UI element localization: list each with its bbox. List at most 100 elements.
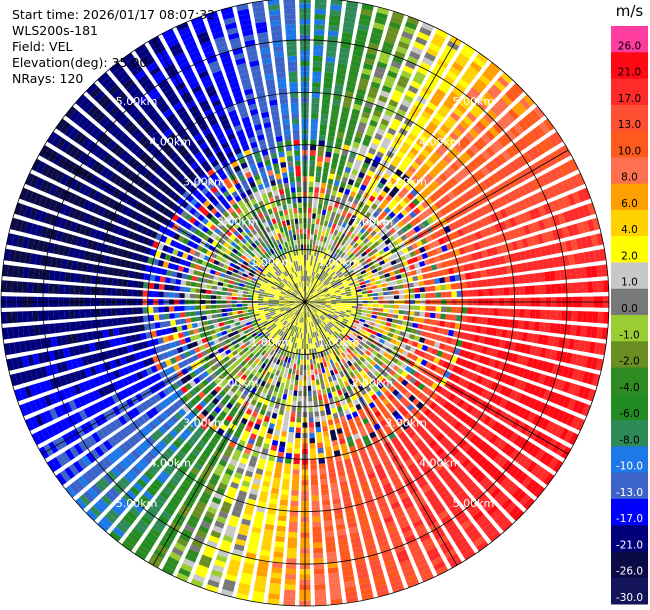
radar-gate [401, 409, 409, 417]
radar-gate [417, 66, 429, 76]
radar-gate [108, 508, 120, 520]
radar-gate [184, 475, 195, 485]
radar-gate [313, 307, 319, 311]
radar-gate [355, 224, 362, 231]
radar-gate [425, 235, 433, 243]
radar-gate [571, 368, 580, 381]
radar-gate [184, 523, 196, 534]
radar-gate [418, 460, 429, 470]
radar-gate [369, 119, 378, 128]
radar-gate [186, 519, 198, 529]
radar-gate [298, 311, 301, 317]
radar-gate [429, 497, 441, 507]
radar-gate [269, 582, 281, 590]
radar-gate [466, 224, 474, 233]
radar-gate [321, 108, 329, 115]
radar-gate [423, 318, 430, 325]
radar-gate [372, 304, 379, 308]
radar-gate [327, 461, 335, 469]
radar-gate [309, 432, 315, 439]
radar-gate [391, 584, 405, 593]
radar-gate [394, 482, 404, 491]
radar-gate [439, 436, 449, 446]
radar-gate [307, 281, 310, 287]
radar-gate [318, 240, 323, 247]
radar-gate [283, 415, 290, 422]
radar-gate [196, 564, 209, 574]
radar-gate [394, 544, 406, 554]
radar-gate [341, 307, 347, 310]
radar-gate [273, 551, 284, 558]
radar-gate [347, 320, 354, 325]
radar-gate [405, 505, 417, 515]
radar-gate [535, 448, 546, 461]
radar-gate [363, 462, 373, 470]
radar-gate [310, 300, 316, 302]
radar-gate [137, 519, 150, 530]
radar-gate [339, 266, 345, 272]
radar-gate [314, 589, 326, 596]
radar-gate [320, 119, 328, 126]
radar-gate [552, 214, 561, 226]
radar-gate [308, 327, 311, 334]
radar-gate [354, 380, 361, 387]
radar-gate [332, 240, 338, 247]
radar-gate [272, 434, 280, 441]
radar-gate [498, 255, 506, 265]
radar-gate [237, 587, 250, 596]
radar-gate [319, 316, 324, 321]
radar-gate [327, 268, 333, 274]
radar-gate [200, 422, 209, 431]
radar-gate [518, 199, 528, 211]
radar-gate [382, 410, 391, 419]
radar-gate [377, 214, 384, 222]
radar-gate [587, 202, 596, 216]
radar-gate [495, 328, 503, 337]
radar-gate [352, 103, 362, 111]
radar-gate [306, 292, 309, 298]
radar-gate [410, 514, 422, 524]
radar-gate [504, 480, 515, 492]
radar-gate [325, 451, 333, 458]
radar-gate [390, 16, 403, 25]
radar-gate [272, 391, 278, 398]
radar-gate [404, 365, 412, 373]
radar-gate [188, 452, 198, 462]
radar-gate [322, 350, 327, 357]
radar-gate [498, 339, 506, 349]
radar-gate [343, 205, 350, 212]
radar-gate [325, 297, 331, 300]
radar-gate [406, 339, 414, 346]
radar-gate [307, 265, 310, 271]
radar-gate [251, 428, 259, 436]
radar-gate [134, 523, 147, 535]
radar-gate [345, 334, 351, 340]
radar-gate [433, 112, 445, 123]
radar-gate [244, 370, 251, 377]
radar-gate [295, 432, 301, 439]
radar-gate [278, 354, 283, 360]
radar-gate [308, 294, 313, 299]
radar-gate [323, 338, 328, 345]
radar-gate [443, 75, 455, 85]
radar-gate [330, 482, 339, 489]
radar-gate [514, 252, 522, 262]
radar-gate [390, 579, 403, 588]
radar-gate [310, 458, 317, 465]
radar-gate [388, 290, 394, 295]
radar-gate [596, 265, 603, 277]
radar-gate [290, 379, 295, 386]
radar-gate [244, 363, 251, 370]
radar-gate [482, 522, 495, 534]
radar-gate [309, 150, 316, 156]
radar-gate [523, 274, 530, 284]
radar-gate [602, 311, 609, 324]
radar-gate [345, 85, 355, 93]
radar-gate [536, 176, 546, 188]
radar-gate [488, 236, 496, 246]
radar-gate [335, 78, 345, 86]
radar-gate [420, 305, 426, 311]
radar-gate [293, 464, 300, 470]
radar-gate [271, 368, 277, 375]
radar-gate [321, 313, 327, 318]
